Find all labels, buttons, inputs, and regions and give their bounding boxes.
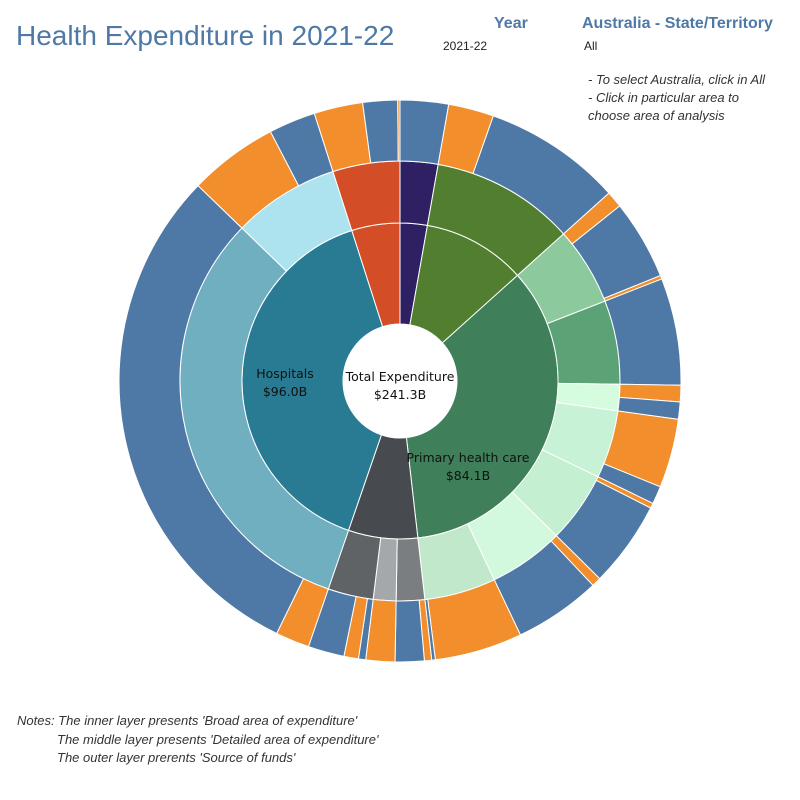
outer-segment-blue[interactable] (118, 184, 305, 635)
instruction-line: - To select Australia, click in All (588, 72, 766, 87)
page-title: Health Expenditure in 2021-22 (16, 20, 395, 51)
primary-health-care-value: $84.1B (446, 468, 490, 483)
instruction-line: - Click in particular area to (588, 90, 739, 105)
hospitals-label: Hospitals (256, 366, 314, 381)
primary-health-care-label: Primary health care (407, 450, 530, 465)
note-line: Notes: The inner layer presents 'Broad a… (17, 713, 358, 728)
outer-segment-blue[interactable] (394, 599, 425, 663)
hospitals-value: $96.0B (263, 384, 307, 399)
note-line: The middle layer presents 'Detailed area… (57, 732, 379, 747)
outer-segment-orange[interactable] (397, 99, 401, 162)
note-line: The outer layer prerents 'Source of fund… (57, 750, 296, 765)
center-value: $241.3B (374, 387, 426, 402)
center-hole[interactable] (343, 324, 457, 438)
state-filter-label: Australia - State/Territory (582, 15, 773, 32)
instruction-line: choose area of analysis (588, 108, 725, 123)
state-filter-value[interactable]: All (584, 39, 598, 53)
year-filter-value[interactable]: 2021-22 (443, 39, 488, 53)
center-label: Total Expenditure (345, 369, 455, 384)
year-filter-label: Year (494, 15, 528, 32)
